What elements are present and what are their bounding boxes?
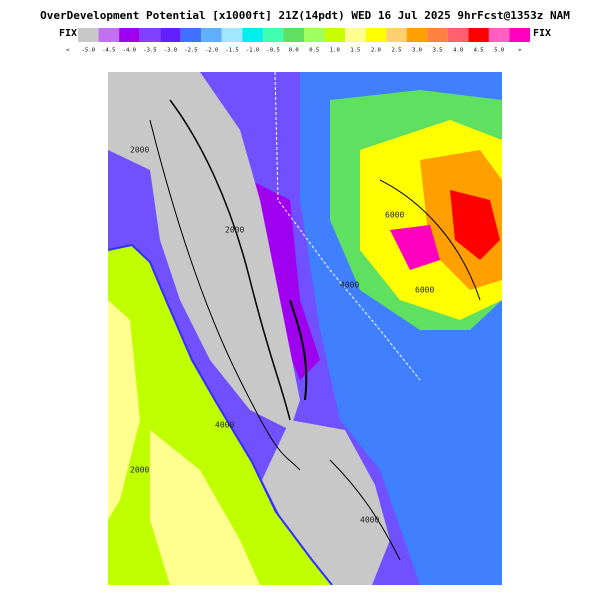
color-swatch	[324, 28, 346, 42]
legend-label: 2.0	[371, 48, 381, 54]
legend-label: -4.0	[123, 48, 136, 54]
contour-label: 2000	[225, 226, 244, 235]
contour	[379, 179, 481, 301]
color-swatch	[304, 28, 325, 42]
contour-label: 4000	[340, 281, 359, 290]
legend-label: -4.5	[102, 48, 115, 54]
legend-label: -1.5	[225, 48, 238, 54]
legend-label: -3.5	[143, 48, 156, 54]
south-gray	[262, 420, 390, 585]
contour-label: 6000	[415, 286, 434, 295]
contour-label: 6000	[385, 211, 404, 220]
colorbar: < -5.0 -4.5 -4.0 -3.5 -3.0 -2.5 -2.0 -1.5 -1.0 -0.…	[66, 28, 530, 54]
color-swatch	[488, 28, 510, 42]
legend-label: 1.5	[350, 48, 360, 54]
color-swatch	[365, 28, 387, 42]
color-swatch	[180, 28, 202, 42]
contour	[169, 99, 291, 421]
legend-label: 4.0	[453, 48, 463, 54]
legend-label: >	[518, 48, 522, 54]
legend-label: 0.5	[309, 48, 319, 54]
color-swatch	[468, 28, 489, 42]
legend-label: 0.0	[289, 48, 299, 54]
contour	[289, 299, 308, 401]
left-tag: FIX	[59, 28, 77, 39]
color-swatch	[345, 28, 366, 42]
contour-label: 2000	[130, 466, 149, 475]
map: 2000 2000 4000 4000 6000 6000 4000 2000	[108, 72, 502, 585]
color-swatch	[160, 28, 181, 42]
legend-label: -0.5	[267, 48, 280, 54]
ocean-patch	[150, 430, 260, 585]
purple-strip	[250, 180, 320, 380]
red-region	[450, 190, 500, 260]
right-tag: FIX	[533, 28, 551, 39]
title: OverDevelopment Potential [x1000ft] 21Z(…	[40, 9, 570, 22]
color-swatch	[447, 28, 469, 42]
legend-label: -1.0	[246, 48, 259, 54]
legend-label: 1.0	[330, 48, 340, 54]
color-swatch	[283, 28, 304, 42]
color-swatch	[262, 28, 284, 42]
contour-label: 4000	[215, 421, 234, 430]
legend-label: <	[66, 48, 70, 54]
color-swatch	[509, 28, 530, 42]
color-swatch	[427, 28, 448, 42]
legend-label: 5.0	[494, 48, 504, 54]
contour-label: 2000	[130, 146, 149, 155]
legend-label: -2.0	[205, 48, 218, 54]
contour-label: 4000	[360, 516, 379, 525]
color-swatch	[78, 28, 99, 42]
ocean-patch	[108, 300, 140, 520]
color-swatch	[119, 28, 140, 42]
color-swatch	[221, 28, 243, 42]
contour	[149, 119, 301, 471]
color-swatch	[201, 28, 222, 42]
color-swatch	[406, 28, 428, 42]
valley-gray	[108, 72, 300, 430]
color-swatch	[242, 28, 263, 42]
legend-label: -3.0	[164, 48, 177, 54]
legend-label: -2.5	[184, 48, 197, 54]
legend-label: 4.5	[474, 48, 484, 54]
state-border	[274, 72, 421, 381]
magenta-region	[390, 225, 440, 270]
legend-label: 2.5	[391, 48, 401, 54]
legend-label: -5.0	[82, 48, 95, 54]
contour	[329, 459, 401, 561]
legend-label: 3.0	[412, 48, 422, 54]
legend-label: 3.5	[433, 48, 443, 54]
color-swatch	[386, 28, 407, 42]
color-swatch	[139, 28, 161, 42]
coastline	[108, 243, 333, 585]
color-swatch	[98, 28, 120, 42]
